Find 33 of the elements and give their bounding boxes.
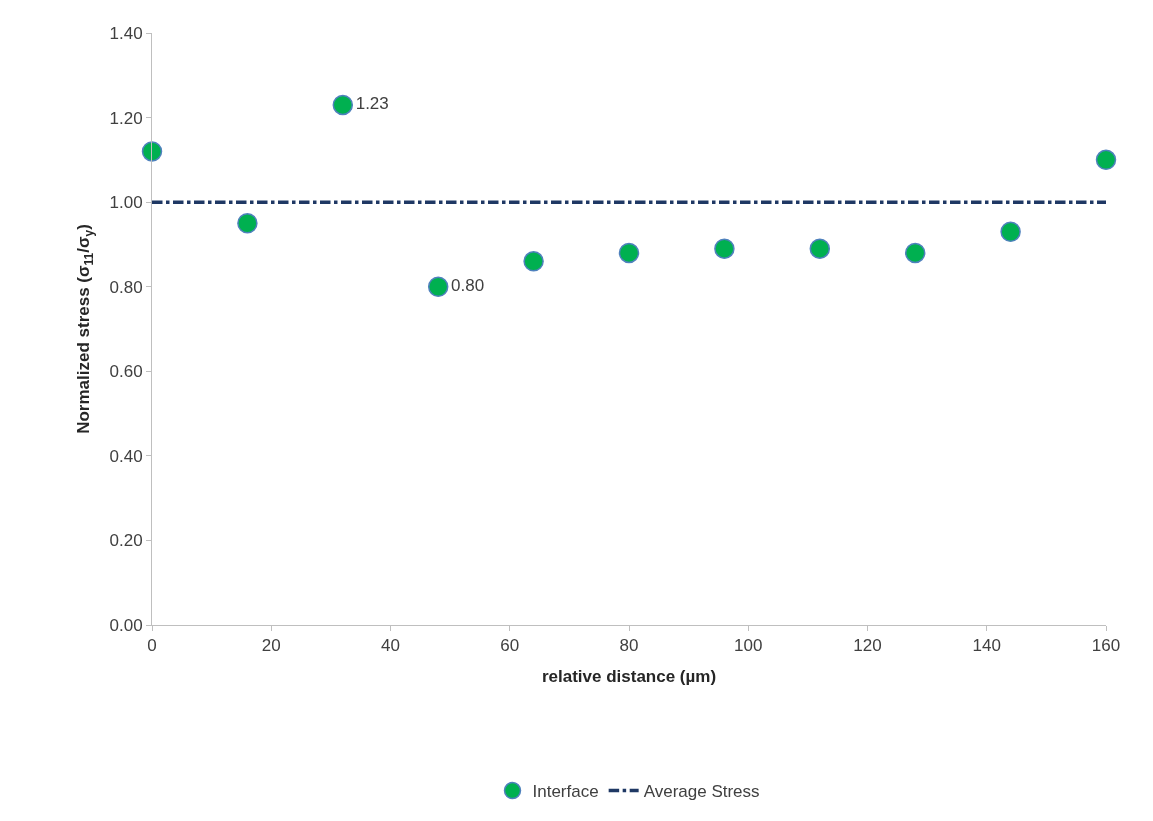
y-tick-label: 0.60 xyxy=(109,362,143,382)
x-tick-label: 140 xyxy=(972,636,1001,656)
x-tick-label: 120 xyxy=(853,636,882,656)
y-tick-label: 0.20 xyxy=(109,531,143,551)
point xyxy=(1000,221,1021,242)
data-label: 1.23 xyxy=(355,94,389,114)
x-tick-label: 80 xyxy=(619,636,639,656)
point xyxy=(1095,149,1117,171)
legend-label: Interface xyxy=(532,782,599,802)
point xyxy=(141,141,163,162)
point xyxy=(427,276,449,297)
x-tick-label: 160 xyxy=(1091,636,1121,656)
point xyxy=(904,242,926,264)
x-tick-label: 20 xyxy=(261,636,281,656)
point xyxy=(714,238,735,259)
y-tick-label: 0.40 xyxy=(109,446,143,466)
y-tick-label: 1.20 xyxy=(109,108,143,128)
point xyxy=(237,213,258,234)
legend-label: Average Stress xyxy=(643,782,760,802)
point xyxy=(332,94,354,116)
data-label: 0.80 xyxy=(451,275,485,295)
y-tick-label: 1.00 xyxy=(109,193,143,213)
y-tick-label: 0.00 xyxy=(109,615,143,635)
x-tick-label: 40 xyxy=(381,636,400,656)
point xyxy=(618,242,640,264)
x-tick-label: 100 xyxy=(734,636,763,656)
point xyxy=(523,251,544,272)
point xyxy=(809,238,831,259)
x-tick-label: 0 xyxy=(147,636,157,656)
x-axis-title: relative distance (µm) xyxy=(541,666,717,686)
y-tick-label: 0.80 xyxy=(109,277,143,297)
x-tick-label: 60 xyxy=(500,636,520,656)
y-tick-label: 1.40 xyxy=(109,23,143,43)
